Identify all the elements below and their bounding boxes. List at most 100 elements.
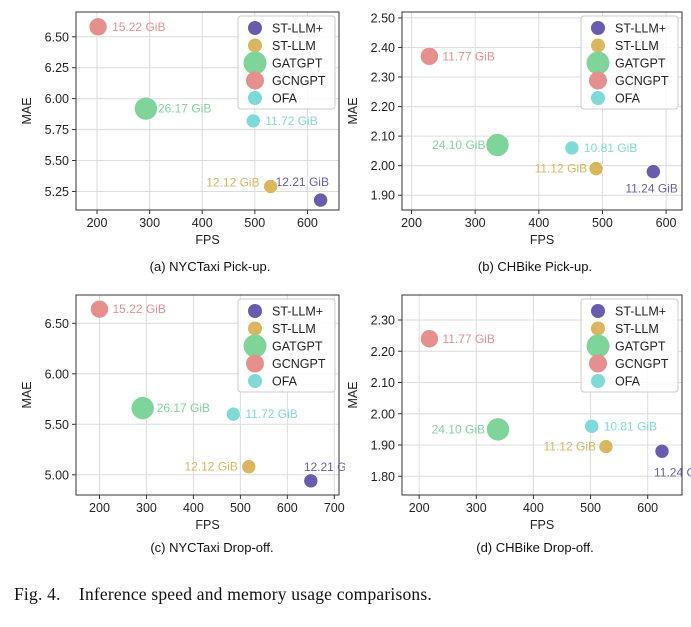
legend-marker (248, 91, 262, 105)
x-tick-label: 300 (136, 501, 157, 515)
x-tick-label: 400 (528, 216, 549, 230)
chart-chbike-dropoff: 200 300 400 500 600 1.80 1.90 2.00 2.10 2.20 2.30 F… (346, 294, 691, 532)
y-tick-label: 5.25 (45, 185, 69, 199)
chart-nyctaxi-pickup: 200 300 400 500 600 5.25 5.50 5.75 6.00 6.25 6.50 F… (20, 11, 340, 247)
memory-label: 11.77 GiB (442, 49, 494, 63)
memory-label: 15.22 GiB (112, 302, 165, 316)
data-point-gatgpt (486, 417, 510, 442)
y-axis-label: MAE (20, 381, 34, 408)
x-axis-label: FPS (195, 518, 219, 532)
legend-marker (591, 91, 605, 105)
plot-area: 200 300 400 500 600 1.90 2.00 2.10 2.20 2.30 2.40 2… (346, 11, 683, 247)
y-tick-label: 6.25 (45, 61, 69, 75)
data-point-gcngpt (420, 329, 439, 349)
y-tick-label: 2.10 (371, 130, 395, 144)
plot-frame (75, 11, 340, 211)
legend-label: ST-LLM (272, 322, 316, 336)
legend-marker (248, 321, 262, 336)
plot-frame (401, 294, 683, 496)
memory-label: 26.17 GiB (157, 401, 210, 415)
x-tick-label: 300 (465, 216, 486, 230)
y-tick-label: 6.00 (45, 92, 69, 106)
memory-label: 11.12 GiB (544, 440, 596, 454)
x-tick-label: 500 (244, 216, 265, 230)
legend-label: ST-LLM+ (615, 22, 666, 36)
legend-label: ST-LLM+ (272, 305, 323, 319)
memory-label: 24.10 GiB (432, 138, 485, 152)
y-tick-label: 2.30 (371, 314, 395, 328)
legend-marker (246, 354, 264, 373)
legend-marker (248, 21, 262, 35)
legend-marker (591, 38, 605, 53)
legend-marker (586, 51, 610, 75)
legend-label: OFA (272, 375, 298, 389)
y-tick-label: 5.00 (45, 468, 69, 482)
legend: ST-LLM+ ST-LLM GATGPT GCNGPT OFA (580, 298, 679, 393)
y-axis-label: MAE (346, 381, 360, 408)
x-tick-label: 600 (297, 216, 318, 230)
plot-frame (75, 294, 340, 496)
data-point-st-llm- (313, 192, 328, 208)
legend: ST-LLM+ ST-LLM GATGPT GCNGPT OFA (237, 15, 336, 110)
memory-label: 11.77 GiB (442, 332, 494, 346)
legend-marker (248, 38, 262, 53)
data-point-gatgpt (130, 396, 155, 420)
data-point-gcngpt (420, 47, 439, 66)
data-point-st-llm (588, 161, 604, 176)
legend-marker (243, 334, 267, 358)
legend-marker (246, 71, 264, 90)
x-tick-label: 300 (139, 216, 160, 230)
memory-label: 12.21 GiB (304, 460, 345, 474)
memory-label: 11.24 GiB (625, 182, 677, 196)
y-axis-label: MAE (346, 97, 360, 124)
y-tick-label: 2.00 (371, 407, 395, 421)
panel-caption-d: (d) CHBike Drop-off. (476, 540, 594, 555)
legend: ST-LLM+ ST-LLM GATGPT GCNGPT OFA (580, 15, 679, 110)
legend-marker (591, 21, 605, 35)
x-tick-label: 400 (523, 501, 544, 515)
memory-label: 11.72 GiB (265, 114, 317, 128)
y-tick-label: 1.90 (371, 189, 395, 203)
x-tick-label: 200 (89, 501, 110, 515)
x-tick-label: 400 (192, 216, 213, 230)
plot-area: 200 300 400 500 600 5.25 5.50 5.75 6.00 6.25 6.50 F… (20, 11, 340, 247)
y-tick-label: 6.00 (45, 367, 69, 381)
legend-label: ST-LLM (615, 322, 659, 336)
x-tick-label: 600 (637, 501, 658, 515)
y-tick-label: 5.75 (45, 123, 69, 137)
legend-label: GATGPT (615, 340, 666, 354)
legend-marker (591, 374, 605, 388)
legend-label: GCNGPT (615, 74, 669, 88)
x-tick-label: 500 (230, 501, 251, 515)
legend-marker (589, 71, 607, 90)
y-tick-label: 5.50 (45, 418, 69, 432)
data-point-st-llm- (654, 443, 670, 459)
data-point-st-llm- (646, 164, 661, 179)
y-tick-label: 2.30 (371, 71, 395, 85)
legend-marker (589, 354, 607, 373)
legend-marker (591, 304, 605, 318)
data-point-gatgpt (134, 96, 158, 121)
y-tick-label: 2.50 (371, 11, 395, 25)
memory-label: 10.81 GiB (584, 141, 637, 155)
plot-area: 200 300 400 500 600 1.80 1.90 2.00 2.10 2.20 2.30 F… (346, 294, 691, 532)
memory-label: 10.81 GiB (604, 419, 657, 433)
y-axis-label: MAE (20, 97, 34, 124)
memory-label: 11.24 GiB (654, 465, 691, 479)
y-tick-label: 5.50 (45, 154, 69, 168)
x-axis-label: FPS (530, 233, 554, 247)
legend: ST-LLM+ ST-LLM GATGPT GCNGPT OFA (237, 298, 336, 393)
plot-area: 200 300 400 500 600 700 5.00 5.50 6.00 6.50 FPS MAE… (20, 294, 345, 532)
data-point-ofa (564, 140, 580, 156)
chart-nyctaxi-dropoff: 200 300 400 500 600 700 5.00 5.50 6.00 6.50 FPS MAE… (20, 294, 345, 532)
y-tick-label: 1.90 (371, 439, 395, 453)
data-point-ofa (226, 406, 241, 422)
legend-label: GCNGPT (272, 357, 326, 371)
memory-label: 11.72 GiB (245, 407, 297, 421)
x-tick-label: 400 (183, 501, 204, 515)
memory-label: 12.21 GiB (276, 175, 329, 189)
figure-caption: Fig. 4. Inference speed and memory usage… (14, 584, 432, 604)
legend-marker (248, 374, 262, 388)
y-tick-label: 2.20 (371, 345, 395, 359)
panel-caption-b: (b) CHBike Pick-up. (477, 259, 593, 274)
